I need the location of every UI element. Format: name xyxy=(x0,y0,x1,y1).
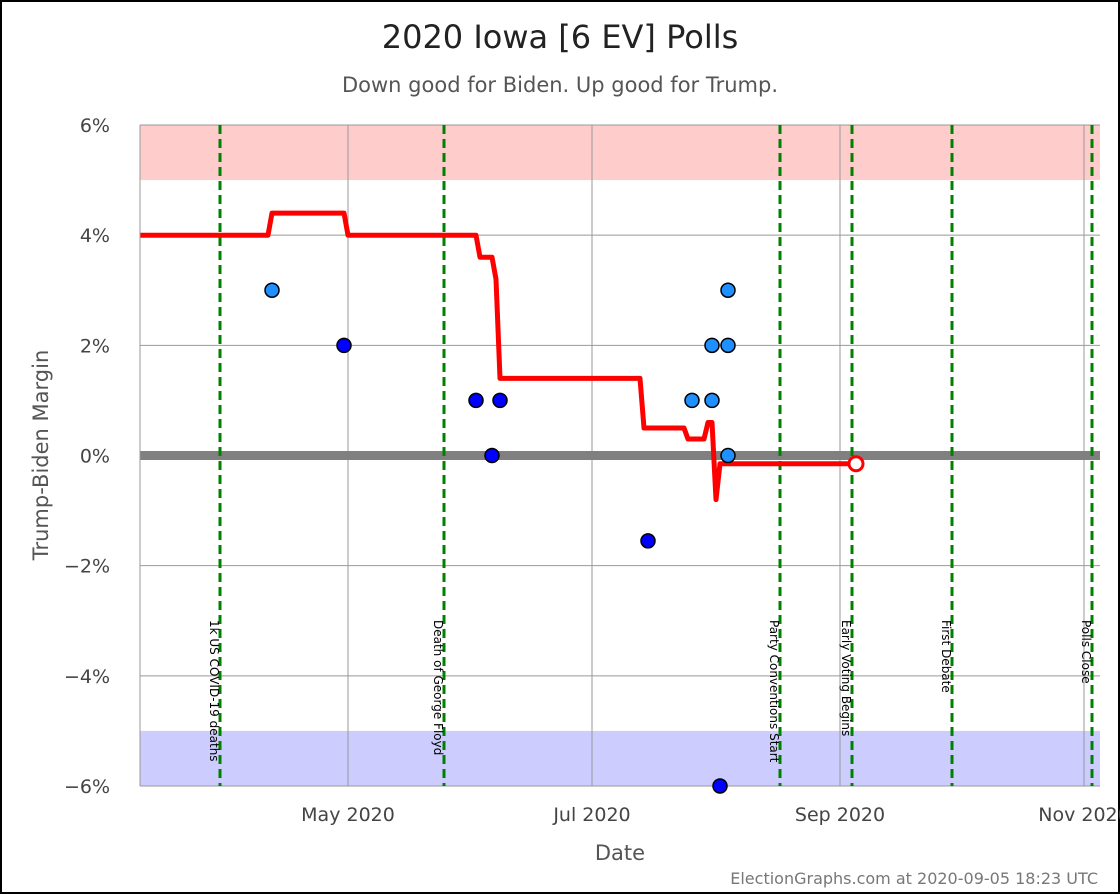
x-axis-label: Date xyxy=(595,841,645,865)
trend-line-layer xyxy=(140,210,856,503)
poll-point-3 xyxy=(484,447,500,464)
y-tick-label-2: 2% xyxy=(80,335,110,357)
event-label-0: 1k US COVID-19 deaths xyxy=(207,620,221,762)
x-tick-label-1: Jul 2020 xyxy=(552,804,630,826)
event-label-1: Death of George Floyd xyxy=(431,620,445,755)
event-label-5: Polls Close xyxy=(1079,620,1093,684)
poll-point-10 xyxy=(720,282,736,298)
chart-subtitle: Down good for Biden. Up good for Trump. xyxy=(342,73,778,97)
y-tick-label-3: 0% xyxy=(80,446,110,468)
poll-point-5 xyxy=(640,533,656,549)
poll-point-4 xyxy=(492,392,508,409)
poll-point-0 xyxy=(264,282,280,298)
chart-title: 2020 Iowa [6 EV] Polls xyxy=(382,18,739,56)
event-layer: 1k US COVID-19 deaths Death of George Flo… xyxy=(207,125,1094,786)
poll-point-2 xyxy=(468,392,484,409)
trend-line xyxy=(140,210,856,503)
y-ticks: 6% 4% 2% 0% −2% −4% −6% xyxy=(64,115,110,798)
poll-point-6 xyxy=(684,392,700,409)
poll-point-11 xyxy=(720,337,736,354)
y-tick-label-5: −4% xyxy=(64,666,110,688)
poll-point-7 xyxy=(704,337,720,354)
poll-point-1 xyxy=(336,337,352,354)
current-marker-layer xyxy=(847,455,865,473)
poll-point-12 xyxy=(720,447,736,464)
band-1 xyxy=(140,730,1100,786)
x-tick-label-3: Nov 2020 xyxy=(1038,804,1120,826)
poll-point-9 xyxy=(712,778,728,794)
x-tick-label-0: May 2020 xyxy=(301,804,395,826)
y-tick-label-4: −2% xyxy=(64,556,110,578)
y-tick-label-0: 6% xyxy=(80,115,110,137)
poll-point-8 xyxy=(704,392,720,409)
event-label-4: First Debate xyxy=(939,620,953,693)
event-label-3: Early Voting Begins xyxy=(839,620,853,736)
bands-layer xyxy=(140,125,1100,786)
event-label-2: Party Conventions Start xyxy=(767,620,781,763)
poll-points-layer xyxy=(264,282,736,794)
band-0 xyxy=(140,125,1100,181)
credit-text: ElectionGraphs.com at 2020-09-05 18:23 U… xyxy=(730,869,1098,888)
current-average-marker xyxy=(847,455,865,473)
x-tick-label-2: Sep 2020 xyxy=(795,804,885,826)
x-ticks: May 2020 Jul 2020 Sep 2020 Nov 2020 xyxy=(301,804,1120,826)
y-tick-label-6: −6% xyxy=(64,776,110,798)
y-axis-label: Trump-Biden Margin xyxy=(29,350,53,562)
y-tick-label-1: 4% xyxy=(80,225,110,247)
